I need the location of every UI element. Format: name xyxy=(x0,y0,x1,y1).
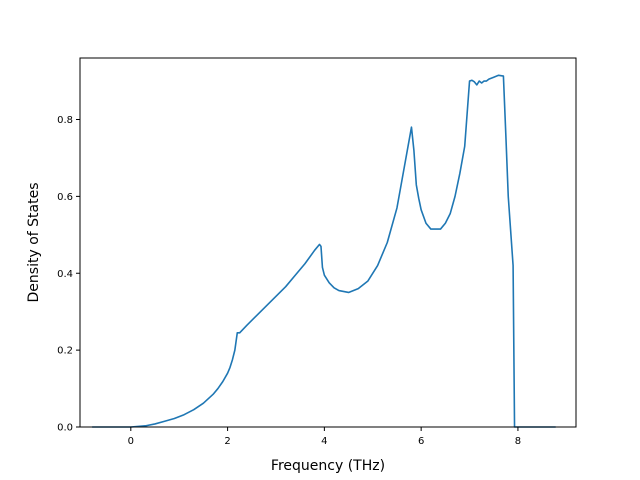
y-axis-label: Density of States xyxy=(26,183,42,303)
y-tick-label: 0.2 xyxy=(57,346,73,357)
x-tick-label: 2 xyxy=(224,436,230,447)
y-tick-label: 0.8 xyxy=(57,115,73,126)
y-tick-label: 0.4 xyxy=(57,269,73,280)
y-tick-label: 0.6 xyxy=(57,192,73,203)
x-tick-label: 8 xyxy=(515,436,521,447)
x-tick-label: 4 xyxy=(321,436,327,447)
y-axis: 0.0 0.2 0.4 0.6 0.8 xyxy=(57,115,80,434)
x-axis: 0 2 4 6 8 xyxy=(128,427,521,447)
plot-area xyxy=(92,74,556,428)
dos-series-line-0 xyxy=(92,74,556,428)
x-tick-label: 6 xyxy=(418,436,424,447)
plot-frame xyxy=(79,57,577,428)
y-tick-label: 0.0 xyxy=(57,423,73,434)
x-tick-label: 0 xyxy=(128,436,134,447)
x-axis-label: Frequency (THz) xyxy=(271,458,385,474)
